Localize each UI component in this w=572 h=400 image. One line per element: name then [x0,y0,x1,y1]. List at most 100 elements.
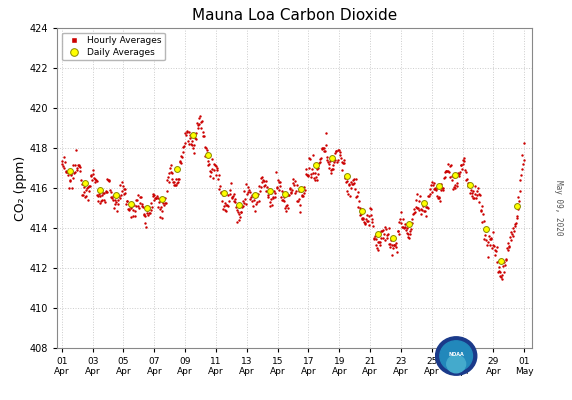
Point [161,195,170,202]
Point [81,187,90,193]
Point [499,268,509,275]
Point [185,135,194,141]
Point [510,222,519,229]
Point [317,146,327,152]
Point [134,202,143,209]
Point [160,200,169,206]
Point [454,170,463,176]
Point [172,180,181,186]
Point [502,245,511,251]
Point [320,148,329,154]
Point [142,207,152,214]
Title: Mauna Loa Carbon Dioxide: Mauna Loa Carbon Dioxide [192,8,397,23]
Point [232,204,241,210]
Point [108,195,117,202]
Point [117,179,126,185]
Point [415,193,424,199]
Point [413,190,422,197]
Point [65,168,74,174]
Point [368,216,377,222]
Point [404,231,413,237]
Point [369,236,378,242]
Point [491,248,500,254]
Point [60,154,69,160]
Point [479,218,488,224]
Point [509,232,518,239]
Point [150,192,159,199]
Point [72,167,81,173]
Point [309,152,318,158]
Point [371,233,380,240]
Point [490,251,499,258]
Point [275,179,284,186]
Point [476,207,486,214]
Point [347,185,356,191]
Point [295,208,304,215]
Point [433,192,442,199]
Point [96,193,105,199]
Point [511,221,520,227]
Point [429,180,438,187]
Point [229,191,238,197]
Point [248,192,257,198]
Point [208,174,217,181]
Point [69,162,78,168]
Point [158,200,168,206]
Point [518,152,527,158]
Point [131,202,140,209]
Point [125,203,134,209]
Point [398,216,407,222]
Point [273,184,282,190]
Point [444,168,453,174]
Point [494,264,503,270]
Point [90,175,99,182]
Point [202,146,211,153]
Point [85,183,94,190]
Point [103,176,112,182]
Point [431,185,440,191]
Point [407,220,416,226]
Point [330,157,339,164]
Point [77,177,86,184]
Point [143,210,152,216]
Point [141,220,150,226]
Point [422,203,431,210]
Point [507,236,516,243]
Point [323,157,332,163]
Point [87,172,96,178]
Point [434,195,443,201]
Point [440,174,449,180]
Point [272,184,281,191]
Point [320,148,329,154]
Point [81,180,90,186]
Point [396,216,405,222]
Point [486,236,495,242]
Point [102,188,112,195]
Point [456,162,465,168]
Point [57,161,66,168]
Point [62,169,71,176]
Point [446,174,455,180]
Point [71,162,80,168]
Point [116,182,125,188]
Point [474,198,483,205]
Point [153,195,162,201]
Point [205,168,214,174]
Point [443,168,452,174]
Point [455,169,464,176]
Point [395,231,404,238]
Point [374,231,383,238]
Point [145,210,154,216]
Point [245,196,254,202]
Point [362,216,371,222]
Point [334,147,343,154]
Point [82,184,92,191]
Point [67,185,77,191]
Point [461,176,470,183]
Point [217,197,227,204]
Point [114,193,124,200]
Point [76,168,85,174]
Point [267,190,276,196]
Point [380,237,390,243]
Point [270,194,279,200]
